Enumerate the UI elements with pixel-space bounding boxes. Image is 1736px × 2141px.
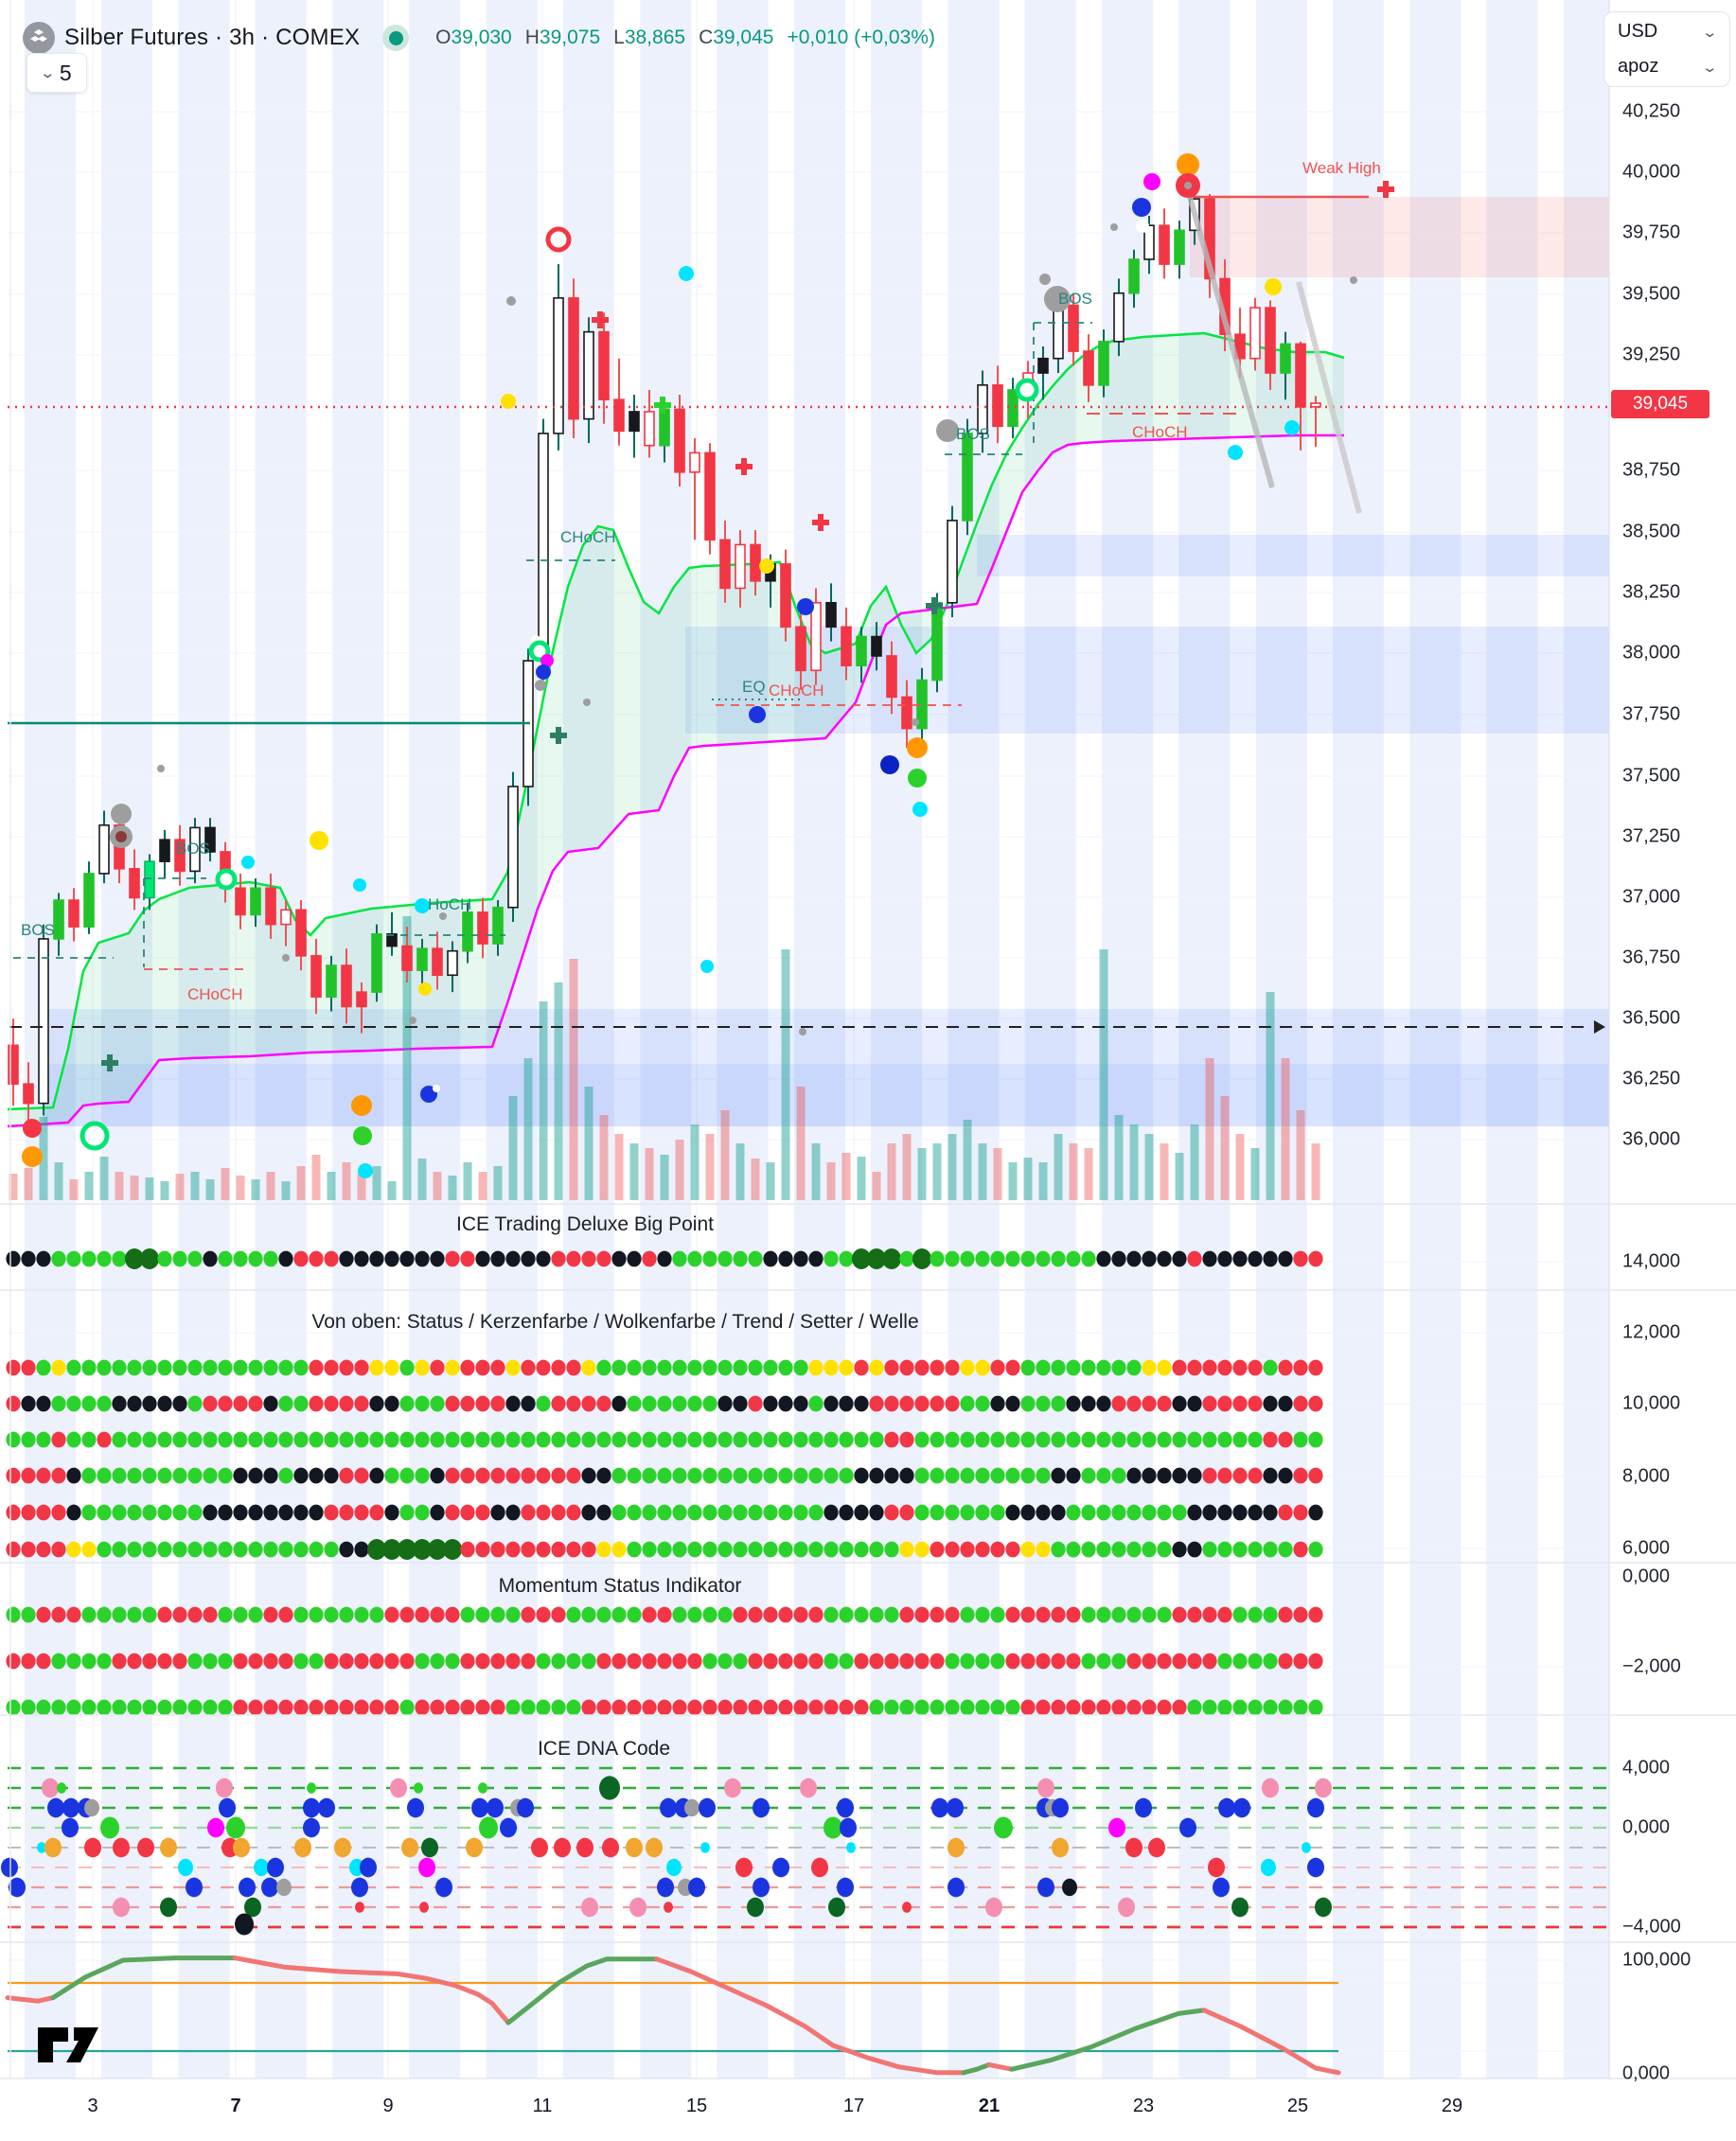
price-axis-label: 36,000 [1622,1128,1681,1150]
panel-title-dna: ICE DNA Code [537,1738,671,1760]
price-axis-label: 38,250 [1622,581,1681,603]
analysis-lines[interactable] [8,195,1609,1034]
price-axis-label: 39,750 [1622,221,1681,243]
annotation-label: BOS [1058,290,1092,308]
panel-axis-label: −2,000 [1622,1655,1681,1677]
time-axis-label[interactable]: 29 [1441,2096,1463,2116]
price-axis-label: 38,000 [1622,642,1681,664]
price-axis-label: 37,000 [1622,886,1681,908]
chevron-down-icon: ⌄ [1701,59,1719,76]
annotation-label: BOS [956,425,990,443]
oscillator-panel [5,1955,1341,2076]
price-axis-label: 37,250 [1622,825,1681,847]
interval-dropdown-button[interactable]: ⌄ 5 [27,53,87,93]
volume-bars [9,916,1320,1200]
trend-cloud [7,331,1345,1128]
dna-code-panel [1,1766,1609,1936]
supply-demand-zones [44,197,1609,1126]
panel-title-status: Von oben: Status / Kerzenfarbe / Wolkenf… [311,1311,919,1333]
annotation-label: CHoCH [187,985,243,1003]
low-value: 38,865 [624,27,686,48]
ohlc-values: O39,030 H39,075 L38,865 C39,045 +0,010 (… [435,27,935,48]
last-price-badge: 39,045 [1611,390,1709,418]
time-axis-label[interactable]: 9 [382,2096,394,2116]
panel-axis-label: 6,000 [1622,1537,1671,1559]
annotation-label: CHoCH [1132,423,1188,441]
panel-axis-label: 0,000 [1622,1816,1671,1838]
panel-axis-label: 0,000 [1622,1566,1671,1587]
time-axis-label[interactable]: 15 [685,2096,708,2116]
annotation-label: Weak High [1302,159,1381,177]
time-axis-label[interactable]: 25 [1286,2096,1309,2116]
price-axis-label: 39,500 [1622,283,1681,305]
time-axis-label[interactable]: 7 [230,2096,241,2116]
annotation-label: BOS [176,840,210,858]
currency-select[interactable]: USD ⌄ [1618,21,1719,42]
time-axis-label[interactable]: 3 [87,2096,98,2116]
indicator-dot-rows [6,1248,1323,1716]
chart-header: Silber Futures · 3h · COMEX O39,030 H39,… [23,21,935,55]
chevron-down-icon: ⌄ [39,65,57,81]
open-value: 39,030 [451,27,512,48]
price-axis-label: 40,250 [1622,100,1681,122]
close-value: 39,045 [713,27,774,48]
annotation-label: BOS [21,921,55,939]
price-axis-label: 40,000 [1622,161,1681,183]
panel-axis-label: 12,000 [1622,1321,1681,1343]
panel-title-big-point: ICE Trading Deluxe Big Point [456,1213,714,1235]
change-value: +0,010 (+0,03%) [787,27,935,48]
panel-axis-label: −4,000 [1622,1916,1681,1938]
price-axis-label: 38,750 [1622,459,1681,481]
time-axis-label[interactable]: 17 [842,2096,865,2116]
time-axis-label[interactable]: 23 [1132,2096,1155,2116]
panel-axis-label: 14,000 [1622,1250,1681,1272]
panel-title-momentum: Momentum Status Indikator [498,1575,742,1597]
annotation-label: CHoCH [769,681,824,699]
price-axis-label: 39,250 [1622,344,1681,365]
panel-axis-label: 4,000 [1622,1757,1671,1778]
time-axis-label[interactable]: 21 [978,2096,1001,2116]
signal-markers [22,153,1394,1178]
candles-layer [8,188,1321,1125]
symbol-title[interactable]: Silber Futures · 3h · COMEX [64,25,361,50]
price-axis-label: 37,750 [1622,703,1681,725]
unit-select[interactable]: apoz ⌄ [1618,56,1719,77]
annotation-label: HoCH [428,895,472,913]
background-stripes [25,0,1692,2079]
symbol-logo-icon[interactable] [23,22,55,54]
price-axis-label: 36,250 [1622,1068,1681,1089]
price-axis-label: 36,750 [1622,947,1681,968]
price-axis-label: 38,500 [1622,521,1681,542]
panel-axis-label: 10,000 [1622,1392,1681,1414]
annotation-label: CHoCH [560,528,616,546]
high-value: 39,075 [539,27,601,48]
interval-value: 5 [59,60,72,85]
panel-axis-label: 100,000 [1622,1949,1692,1971]
panel-axis-label: 0,000 [1622,2062,1671,2084]
annotation-label: EQ [742,678,766,696]
price-axis-label: 37,500 [1622,765,1681,787]
price-axis-label: 36,500 [1622,1007,1681,1029]
time-axis-label[interactable]: 11 [532,2096,553,2116]
scale-unit-selector: USD ⌄ apoz ⌄ [1603,11,1730,87]
tradingview-logo[interactable] [34,2022,100,2070]
indicator-status-icon[interactable] [382,25,410,51]
chevron-down-icon: ⌄ [1701,24,1719,41]
panel-axis-label: 8,000 [1622,1465,1671,1487]
